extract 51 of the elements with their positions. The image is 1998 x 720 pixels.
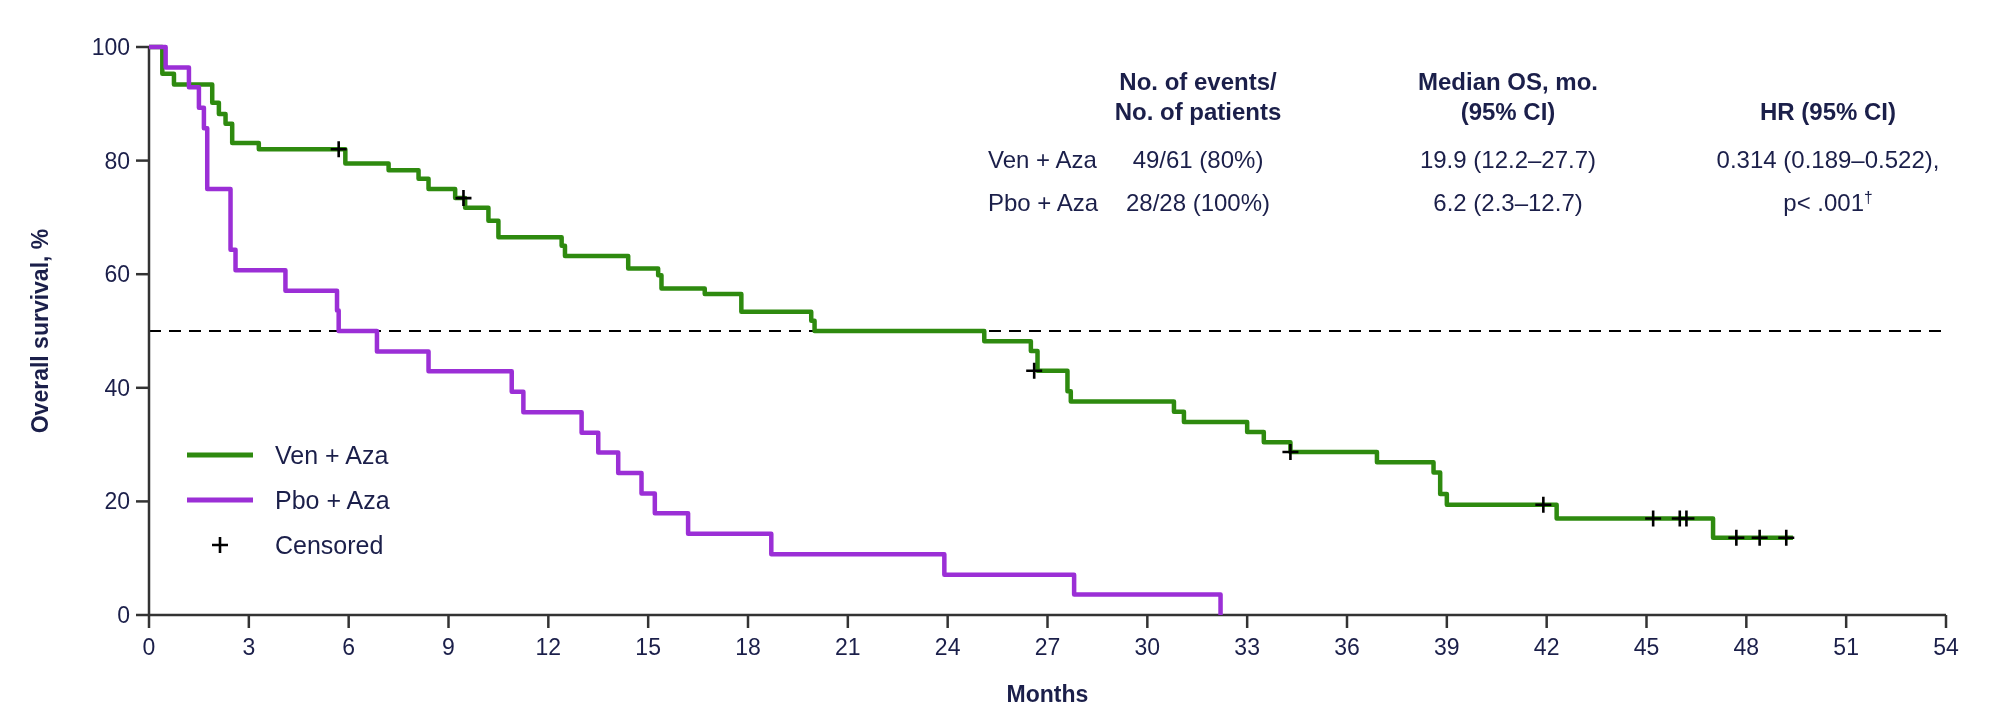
legend-label: Pbo + Aza (275, 486, 390, 514)
x-tick-label: 9 (442, 634, 455, 660)
y-tick-label: 80 (104, 147, 130, 174)
point (1281, 442, 1300, 462)
x-tick-label: 12 (535, 634, 562, 660)
legend-label: Censored (275, 531, 384, 559)
x-tick-label: 33 (1234, 634, 1260, 660)
point (1534, 495, 1553, 515)
x-tick-label: 24 (934, 634, 961, 660)
x-tick-label: 6 (342, 634, 356, 660)
annotation: 28/28 (100%) (1125, 189, 1271, 216)
x-tick-label: 51 (1833, 634, 1859, 660)
x-tick-label: 45 (1633, 634, 1660, 660)
annotation: Pbo + Aza (988, 189, 1099, 216)
y-tick-label: 40 (104, 374, 130, 401)
annotation: 6.2 (2.3–12.7) (1433, 189, 1583, 216)
x-tick-label: 42 (1533, 634, 1560, 660)
annotation: p< .001$^{†}$ (1783, 188, 1873, 216)
x-tick-label: 15 (635, 634, 661, 660)
x-tick-label: 39 (1434, 634, 1460, 660)
point (1727, 528, 1746, 548)
x-tick-label: 36 (1334, 634, 1360, 660)
x-axis-title: Months (1006, 681, 1089, 707)
point (1643, 509, 1663, 528)
y-tick-label: 100 (91, 34, 130, 60)
x-tick-label: 21 (835, 634, 861, 660)
x-tick-label: 48 (1733, 634, 1760, 660)
x-tick-label: 54 (1933, 634, 1959, 660)
point (1024, 361, 1044, 381)
x-tick-label: 0 (142, 634, 156, 660)
y-tick-label: 0 (117, 602, 130, 628)
annotation: 49/61 (80%) (1132, 146, 1264, 173)
point (329, 139, 348, 159)
x-tick-label: 27 (1034, 634, 1061, 660)
annotation: HR (95% CI) (1759, 98, 1897, 125)
annotation: Median OS, mo. (95% CI) (1417, 68, 1599, 125)
annotation: 19.9 (12.2–27.7) (1419, 146, 1597, 173)
x-tick-label: 18 (735, 634, 761, 660)
annotation: 0.314 (0.189–0.522), (1716, 146, 1940, 173)
x-tick-label: 30 (1134, 634, 1161, 660)
y-axis-title: Overall survival, % (27, 228, 53, 434)
y-tick-label: 20 (104, 488, 130, 515)
point (1776, 528, 1796, 548)
y-tick-label: 60 (104, 261, 130, 288)
annotation: No. of events/ No. of patients (1114, 68, 1282, 125)
point (454, 188, 473, 208)
point (1750, 528, 1769, 548)
point (1677, 509, 1696, 528)
x-tick-label: 3 (242, 634, 256, 660)
legend-label: Ven + Aza (275, 441, 389, 469)
annotation: Ven + Aza (988, 146, 1098, 173)
